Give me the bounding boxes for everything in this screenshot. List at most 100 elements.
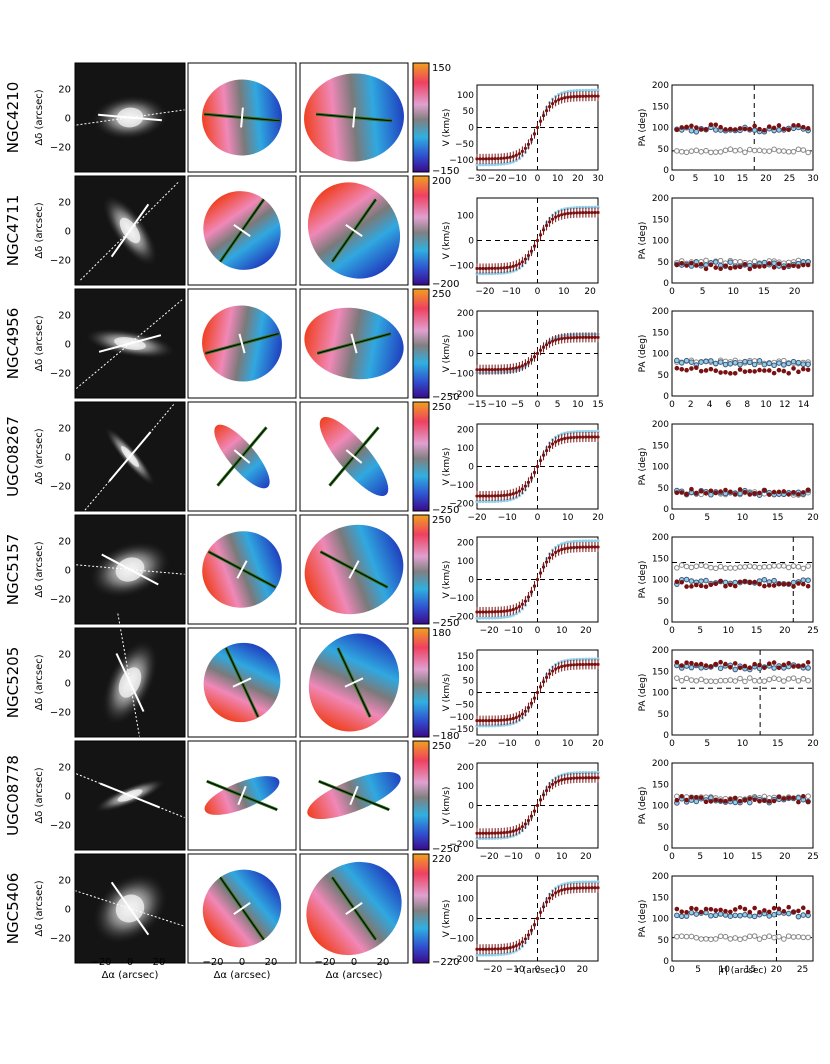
- star-velocity-point: [523, 822, 528, 826]
- star-velocity-point: [548, 896, 552, 900]
- stellar-velocity-map: [187, 288, 297, 399]
- star-velocity-point: [490, 368, 494, 372]
- photometric-pa-point: [790, 934, 797, 940]
- star-velocity-point: [508, 608, 512, 612]
- star-velocity-point: [511, 366, 515, 371]
- star-velocity-point: [578, 886, 582, 890]
- gas-velocity-point: [593, 429, 597, 434]
- star-velocity-point: [496, 367, 500, 372]
- gas-velocity-point: [572, 89, 576, 93]
- stellar-pa-point: [795, 359, 802, 366]
- star-velocity-point: [590, 94, 594, 98]
- radius-tick-label: 15: [592, 400, 603, 410]
- gas-pa-point: [713, 490, 719, 496]
- gas-velocity-point: [590, 880, 594, 884]
- star-velocity-point: [557, 438, 561, 442]
- star-velocity-point: [508, 265, 512, 269]
- kinematic-axis-line: [110, 203, 150, 258]
- galaxy-image: [74, 401, 186, 512]
- gas-velocity-point: [487, 724, 491, 728]
- colorbar-max-label: 250: [432, 741, 451, 752]
- star-velocity-point: [535, 464, 540, 469]
- stellar-pa-point: [708, 358, 714, 364]
- gas-velocity-point: [563, 882, 567, 886]
- gas-velocity-point: [596, 770, 600, 775]
- pa-radius-tick-label: 30: [807, 174, 819, 184]
- star-velocity-point: [593, 94, 597, 98]
- star-velocity-point: [554, 667, 558, 671]
- star-velocity-point: [505, 367, 509, 371]
- gas-pa-point: [732, 661, 738, 666]
- gas-velocity-map: [299, 853, 409, 964]
- stellar-pa-point: [756, 358, 763, 364]
- gas-velocity-point: [484, 724, 488, 728]
- velocity-tick-label: −200: [449, 390, 474, 400]
- star-velocity-point: [538, 119, 543, 123]
- radius-tick-label: 20: [580, 626, 592, 636]
- star-velocity-point: [590, 662, 594, 666]
- pa-radius-tick-label: 15: [737, 174, 748, 184]
- star-velocity-point: [499, 609, 503, 614]
- gas-pa-point: [694, 263, 699, 268]
- dec-tick-label: 0: [65, 905, 71, 916]
- gas-pa-point: [674, 365, 680, 371]
- star-velocity-point: [584, 886, 588, 890]
- gas-pa-point: [708, 582, 714, 588]
- photometric-pa-point: [746, 146, 753, 153]
- gas-pa-point: [679, 663, 685, 668]
- gas-pa-point: [713, 908, 719, 913]
- image-frame: [74, 514, 186, 625]
- gas-pa-point: [757, 581, 762, 587]
- star-velocity-point: [526, 595, 531, 599]
- gas-velocity-point: [481, 272, 485, 276]
- position-angle-plot: 200 150 100 50 00 5 10 15 20 PA (deg): [638, 194, 814, 297]
- gas-velocity-map: [299, 514, 409, 625]
- gas-pa-point: [781, 582, 787, 587]
- stellar-pa-point: [805, 361, 811, 368]
- gas-velocity-point: [569, 881, 573, 885]
- photometric-pa-point: [683, 149, 690, 156]
- pa-tick-label: 150: [652, 780, 669, 790]
- star-velocity-point: [544, 675, 549, 679]
- photometric-pa-point: [766, 933, 773, 939]
- photometric-pa-point: [761, 934, 768, 941]
- ra-tick-label: −20: [314, 957, 335, 968]
- pa-tick-label: 50: [658, 258, 670, 268]
- gas-pa-point: [752, 123, 757, 129]
- gas-velocity-point: [581, 539, 585, 543]
- star-velocity-point: [532, 355, 537, 359]
- gas-pa-point: [776, 581, 782, 587]
- minor-axis-marker: [345, 449, 363, 464]
- gas-pa-point: [771, 489, 777, 495]
- photometric-pa-point: [717, 257, 724, 264]
- colorbar-min-label: −150: [432, 166, 459, 177]
- pa-radius-tick-label: 6: [726, 400, 732, 410]
- photometric-pa-point: [688, 933, 695, 940]
- gas-pa-point: [684, 124, 689, 130]
- gas-velocity-point: [517, 610, 521, 614]
- gas-pa-point: [762, 263, 767, 269]
- star-velocity-point: [490, 157, 494, 161]
- gas-velocity-point: [487, 163, 491, 167]
- galaxy-row: NGC4956 Δδ (arcsec) 200−20250−2502001000−1…: [4, 288, 814, 410]
- star-velocity-point: [532, 470, 537, 474]
- gas-pa-point: [762, 798, 767, 803]
- star-velocity-point: [499, 266, 503, 270]
- gas-pa-point: [703, 266, 709, 272]
- dec-tick-label: −20: [50, 934, 71, 945]
- gas-pa-point: [728, 126, 733, 132]
- gas-pa-point: [698, 661, 704, 667]
- pa-tick-label: 100: [652, 576, 669, 586]
- radius-tick-label: −20: [483, 965, 502, 975]
- star-velocity-point: [557, 337, 561, 341]
- star-velocity-point: [548, 341, 552, 345]
- gas-pa-point: [796, 663, 801, 669]
- star-velocity-point: [508, 830, 512, 834]
- gas-velocity-point: [508, 614, 512, 618]
- gas-velocity-point: [581, 205, 585, 210]
- radius-tick-label: 0: [535, 965, 541, 975]
- star-velocity-point: [484, 368, 488, 372]
- stellar-pa-point: [761, 361, 768, 368]
- velocity-tick-label: −100: [449, 594, 474, 604]
- dec-tick-label: 20: [58, 650, 71, 661]
